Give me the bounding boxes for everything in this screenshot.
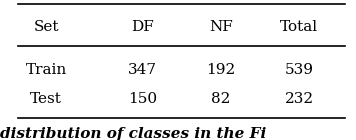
Text: Test: Test — [30, 92, 62, 106]
Text: 232: 232 — [284, 92, 314, 106]
Text: 82: 82 — [211, 92, 230, 106]
Text: NF: NF — [209, 20, 232, 34]
Text: DF: DF — [131, 20, 154, 34]
Text: Train: Train — [26, 63, 67, 77]
Text: 150: 150 — [128, 92, 157, 106]
Text: 192: 192 — [206, 63, 235, 77]
Text: distribution of classes in the Fi: distribution of classes in the Fi — [0, 127, 266, 140]
Text: 539: 539 — [284, 63, 314, 77]
Text: Total: Total — [280, 20, 318, 34]
Text: 347: 347 — [128, 63, 157, 77]
Text: Set: Set — [33, 20, 59, 34]
